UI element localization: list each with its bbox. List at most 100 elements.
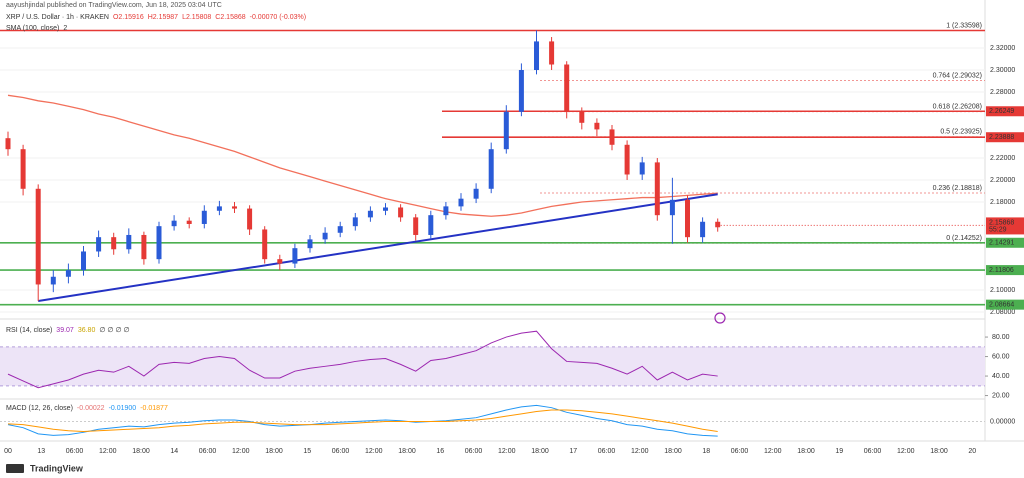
- x-tick-label: 06:00: [864, 448, 882, 455]
- fib-label: 0 (2.14252): [946, 235, 982, 242]
- candle-body: [277, 259, 283, 264]
- x-tick-label: 06:00: [199, 448, 217, 455]
- candle-body: [639, 162, 645, 175]
- candle-body: [156, 226, 162, 260]
- candle-body: [352, 217, 358, 227]
- candle-body: [715, 221, 721, 228]
- candle-body: [700, 221, 706, 238]
- candle-body: [428, 215, 434, 235]
- x-tick-label: 18:00: [132, 448, 150, 455]
- candle-body: [141, 234, 147, 260]
- footer-brand: TradingView: [30, 463, 84, 473]
- candle-body: [81, 251, 86, 271]
- y-tick-label: 2.08000: [990, 309, 1015, 316]
- x-tick-label: 13: [37, 448, 45, 455]
- rsi-tick-label: 40.00: [992, 373, 1010, 380]
- level-label: 2.26249: [989, 108, 1014, 115]
- x-tick-label: 18:00: [265, 448, 283, 455]
- rsi-legend-item: 36.80: [77, 327, 96, 334]
- event-icon: [714, 312, 726, 324]
- macd-line: [7, 404, 718, 437]
- level-label: 2.23888: [989, 134, 1014, 141]
- macd-legend: MACD (12, 26, close) -0.00022 -0.01900 -0.0…: [6, 405, 172, 412]
- fib-label: 1 (2.33598): [946, 22, 982, 29]
- x-tick-label: 00: [4, 448, 12, 455]
- candle-body: [534, 41, 539, 71]
- x-tick-label: 14: [170, 448, 178, 455]
- rsi-legend-item: ∅ ∅ ∅ ∅: [99, 327, 130, 334]
- x-tick-label: 12:00: [498, 448, 516, 455]
- logo: [6, 464, 24, 473]
- x-tick-label: 12:00: [365, 448, 383, 455]
- fib-label: 0.5 (2.23925): [940, 129, 982, 136]
- macd-legend-item: -0.01900: [108, 405, 137, 412]
- x-tick-label: 18:00: [797, 448, 815, 455]
- x-tick-label: 06:00: [731, 448, 749, 455]
- countdown: 55:29: [989, 226, 1007, 233]
- candle-body: [549, 41, 555, 65]
- rsi-tick-label: 60.00: [992, 353, 1010, 360]
- x-tick-label: 18: [702, 448, 710, 455]
- candle-body: [443, 206, 449, 216]
- candle-body: [65, 270, 71, 277]
- candle-body: [111, 237, 117, 250]
- candle-body: [413, 217, 419, 235]
- candle-body: [367, 210, 373, 218]
- publisher: aayushjindal published on TradingView.co…: [6, 2, 222, 9]
- candle-body: [262, 229, 268, 260]
- candle-body: [398, 207, 404, 218]
- level-tag: [986, 265, 1024, 276]
- level-label: 2.08664: [989, 301, 1014, 308]
- x-tick-label: 12:00: [631, 448, 649, 455]
- candle-body: [20, 149, 26, 189]
- candle-body: [383, 207, 388, 211]
- rsi-band: [0, 346, 985, 386]
- level-tag: [986, 299, 1024, 310]
- ohlc-value: C2.15868: [215, 14, 246, 21]
- last-price-tag: [986, 217, 1024, 235]
- candle-body: [624, 144, 630, 175]
- x-tick-label: 18:00: [398, 448, 416, 455]
- level-tag: [986, 106, 1024, 117]
- candle-body: [35, 188, 41, 285]
- candle-body: [216, 206, 222, 211]
- candle-body: [337, 226, 343, 233]
- sma-name: SMA (100, close): [6, 25, 60, 32]
- level-tag: [986, 132, 1024, 143]
- sma-param: 2: [63, 25, 68, 32]
- candle-body: [579, 111, 585, 123]
- fib-label: 0.236 (2.18818): [933, 185, 982, 192]
- candle-body: [564, 64, 570, 112]
- x-tick-label: 12:00: [897, 448, 915, 455]
- level-label: 2.11806: [989, 267, 1014, 274]
- x-tick-label: 18:00: [664, 448, 682, 455]
- x-tick-label: 19: [835, 448, 843, 455]
- candle-body: [669, 199, 675, 216]
- last-price-label: 2.15868: [989, 219, 1014, 226]
- macd-tick-label: 0.00000: [990, 418, 1015, 425]
- x-tick-label: 16: [436, 448, 444, 455]
- rsi-tick-label: 80.00: [992, 334, 1010, 341]
- candle-body: [171, 220, 177, 227]
- symbol-title: XRP / U.S. Dollar · 1h · KRAKEN: [6, 14, 109, 21]
- y-tick-label: 2.32000: [990, 45, 1015, 52]
- sma-legend: SMA (100, close) 2: [6, 25, 71, 32]
- x-tick-label: 06:00: [465, 448, 483, 455]
- candle-body: [518, 70, 524, 112]
- candle-body: [50, 276, 56, 285]
- rsi-legend-item: RSI (14, close): [6, 327, 53, 334]
- candle-body: [609, 129, 615, 145]
- candle-body: [322, 232, 328, 240]
- level-tag: [986, 237, 1024, 248]
- x-tick-label: 06:00: [598, 448, 616, 455]
- fib-label: 0.764 (2.29032): [933, 72, 982, 79]
- level-label: 2.14291: [989, 240, 1014, 247]
- symbol-legend: XRP / U.S. Dollar · 1h · KRAKEN O2.15916 H…: [6, 14, 310, 21]
- x-tick-label: 06:00: [66, 448, 84, 455]
- candle-body: [126, 234, 132, 250]
- candle-body: [232, 206, 237, 209]
- rsi-legend: RSI (14, close) 39.07 36.80 ∅ ∅ ∅ ∅: [6, 326, 134, 334]
- candle-body: [473, 188, 479, 199]
- y-tick-label: 2.10000: [990, 287, 1015, 294]
